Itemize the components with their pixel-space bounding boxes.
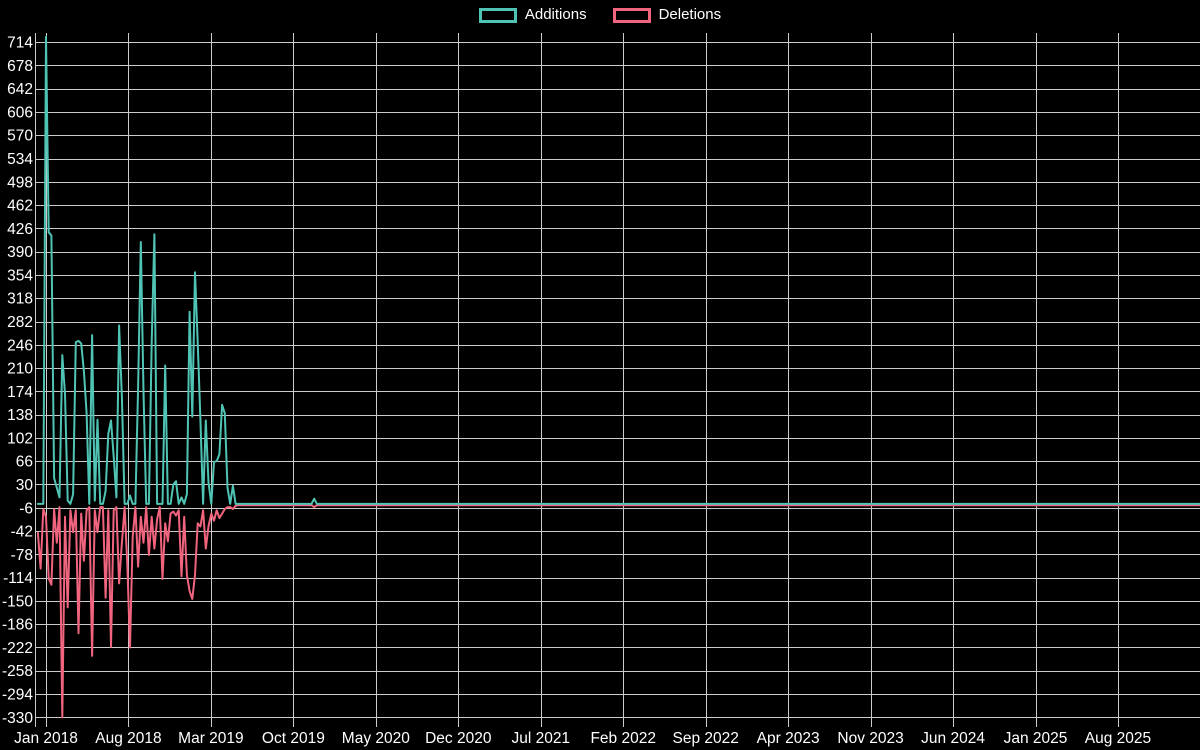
x-tick-label: May 2020 [342, 730, 410, 747]
y-tick-label: -114 [3, 570, 33, 587]
x-tick-label: Dec 2020 [425, 730, 492, 747]
legend-item-deletions[interactable]: Deletions [612, 6, 722, 24]
y-tick-label: 318 [7, 291, 33, 308]
chart-legend: Additions Deletions [0, 6, 1200, 24]
y-tick-label: -42 [11, 524, 33, 541]
x-tick-label: Mar 2019 [178, 730, 243, 747]
additions-swatch-icon [478, 7, 517, 23]
x-tick-label: Sep 2022 [672, 730, 738, 747]
x-tick-label: Jul 2021 [511, 730, 570, 747]
x-tick-label: Jan 2018 [14, 730, 78, 747]
y-tick-label: 102 [7, 430, 33, 447]
y-tick-label: -330 [2, 710, 33, 727]
y-tick-label: 282 [7, 314, 33, 331]
x-tick-label: Aug 2025 [1085, 730, 1151, 747]
y-tick-label: 66 [16, 454, 33, 471]
y-tick-label: 30 [16, 477, 34, 494]
y-tick-label: 246 [7, 337, 33, 354]
y-tick-label: -294 [2, 687, 33, 704]
x-tick-label: Jan 2025 [1004, 730, 1068, 747]
legend-label-deletions: Deletions [658, 6, 722, 23]
y-tick-label: 570 [7, 128, 33, 145]
x-tick-label: Feb 2022 [590, 730, 656, 747]
y-tick-label: -150 [2, 593, 33, 610]
y-tick-label: 174 [7, 384, 33, 401]
y-tick-label: -222 [2, 640, 33, 657]
y-tick-label: 138 [7, 407, 33, 424]
y-tick-label: 714 [7, 35, 33, 52]
y-tick-label: 426 [7, 221, 33, 238]
legend-label-additions: Additions [524, 6, 587, 23]
y-tick-label: 678 [7, 58, 33, 75]
y-tick-label: 210 [7, 361, 33, 378]
y-tick-label: -78 [11, 547, 33, 564]
x-tick-label: Nov 2023 [837, 730, 903, 747]
y-tick-label: 498 [7, 174, 33, 191]
y-tick-label: 606 [7, 104, 33, 121]
x-tick-label: Jun 2024 [921, 730, 985, 747]
x-tick-label: Oct 2019 [262, 730, 325, 747]
gridlines [35, 33, 1200, 727]
x-tick-label: Apr 2023 [757, 730, 820, 747]
y-tick-label: 390 [7, 244, 33, 261]
series-line-deletions [36, 504, 1200, 719]
y-tick-label: 354 [7, 267, 33, 284]
y-axis-labels: 714 678 642 606 570 534 498 462 426 390 354 318 282 2… [2, 35, 33, 727]
x-axis-labels: Jan 2018 Aug 2018 Mar 2019 Oct 2019 May 2020… [14, 730, 1151, 747]
y-tick-label: -6 [19, 500, 33, 517]
deletions-swatch-icon [612, 7, 651, 23]
y-tick-label: 534 [7, 151, 33, 168]
y-tick-label: -186 [2, 617, 33, 634]
x-tick-label: Aug 2018 [95, 730, 161, 747]
series-line-additions [36, 35, 1200, 505]
y-tick-label: 462 [7, 198, 33, 215]
y-tick-label: -258 [2, 663, 33, 680]
legend-item-additions[interactable]: Additions [478, 6, 587, 24]
y-tick-label: 642 [7, 81, 33, 98]
